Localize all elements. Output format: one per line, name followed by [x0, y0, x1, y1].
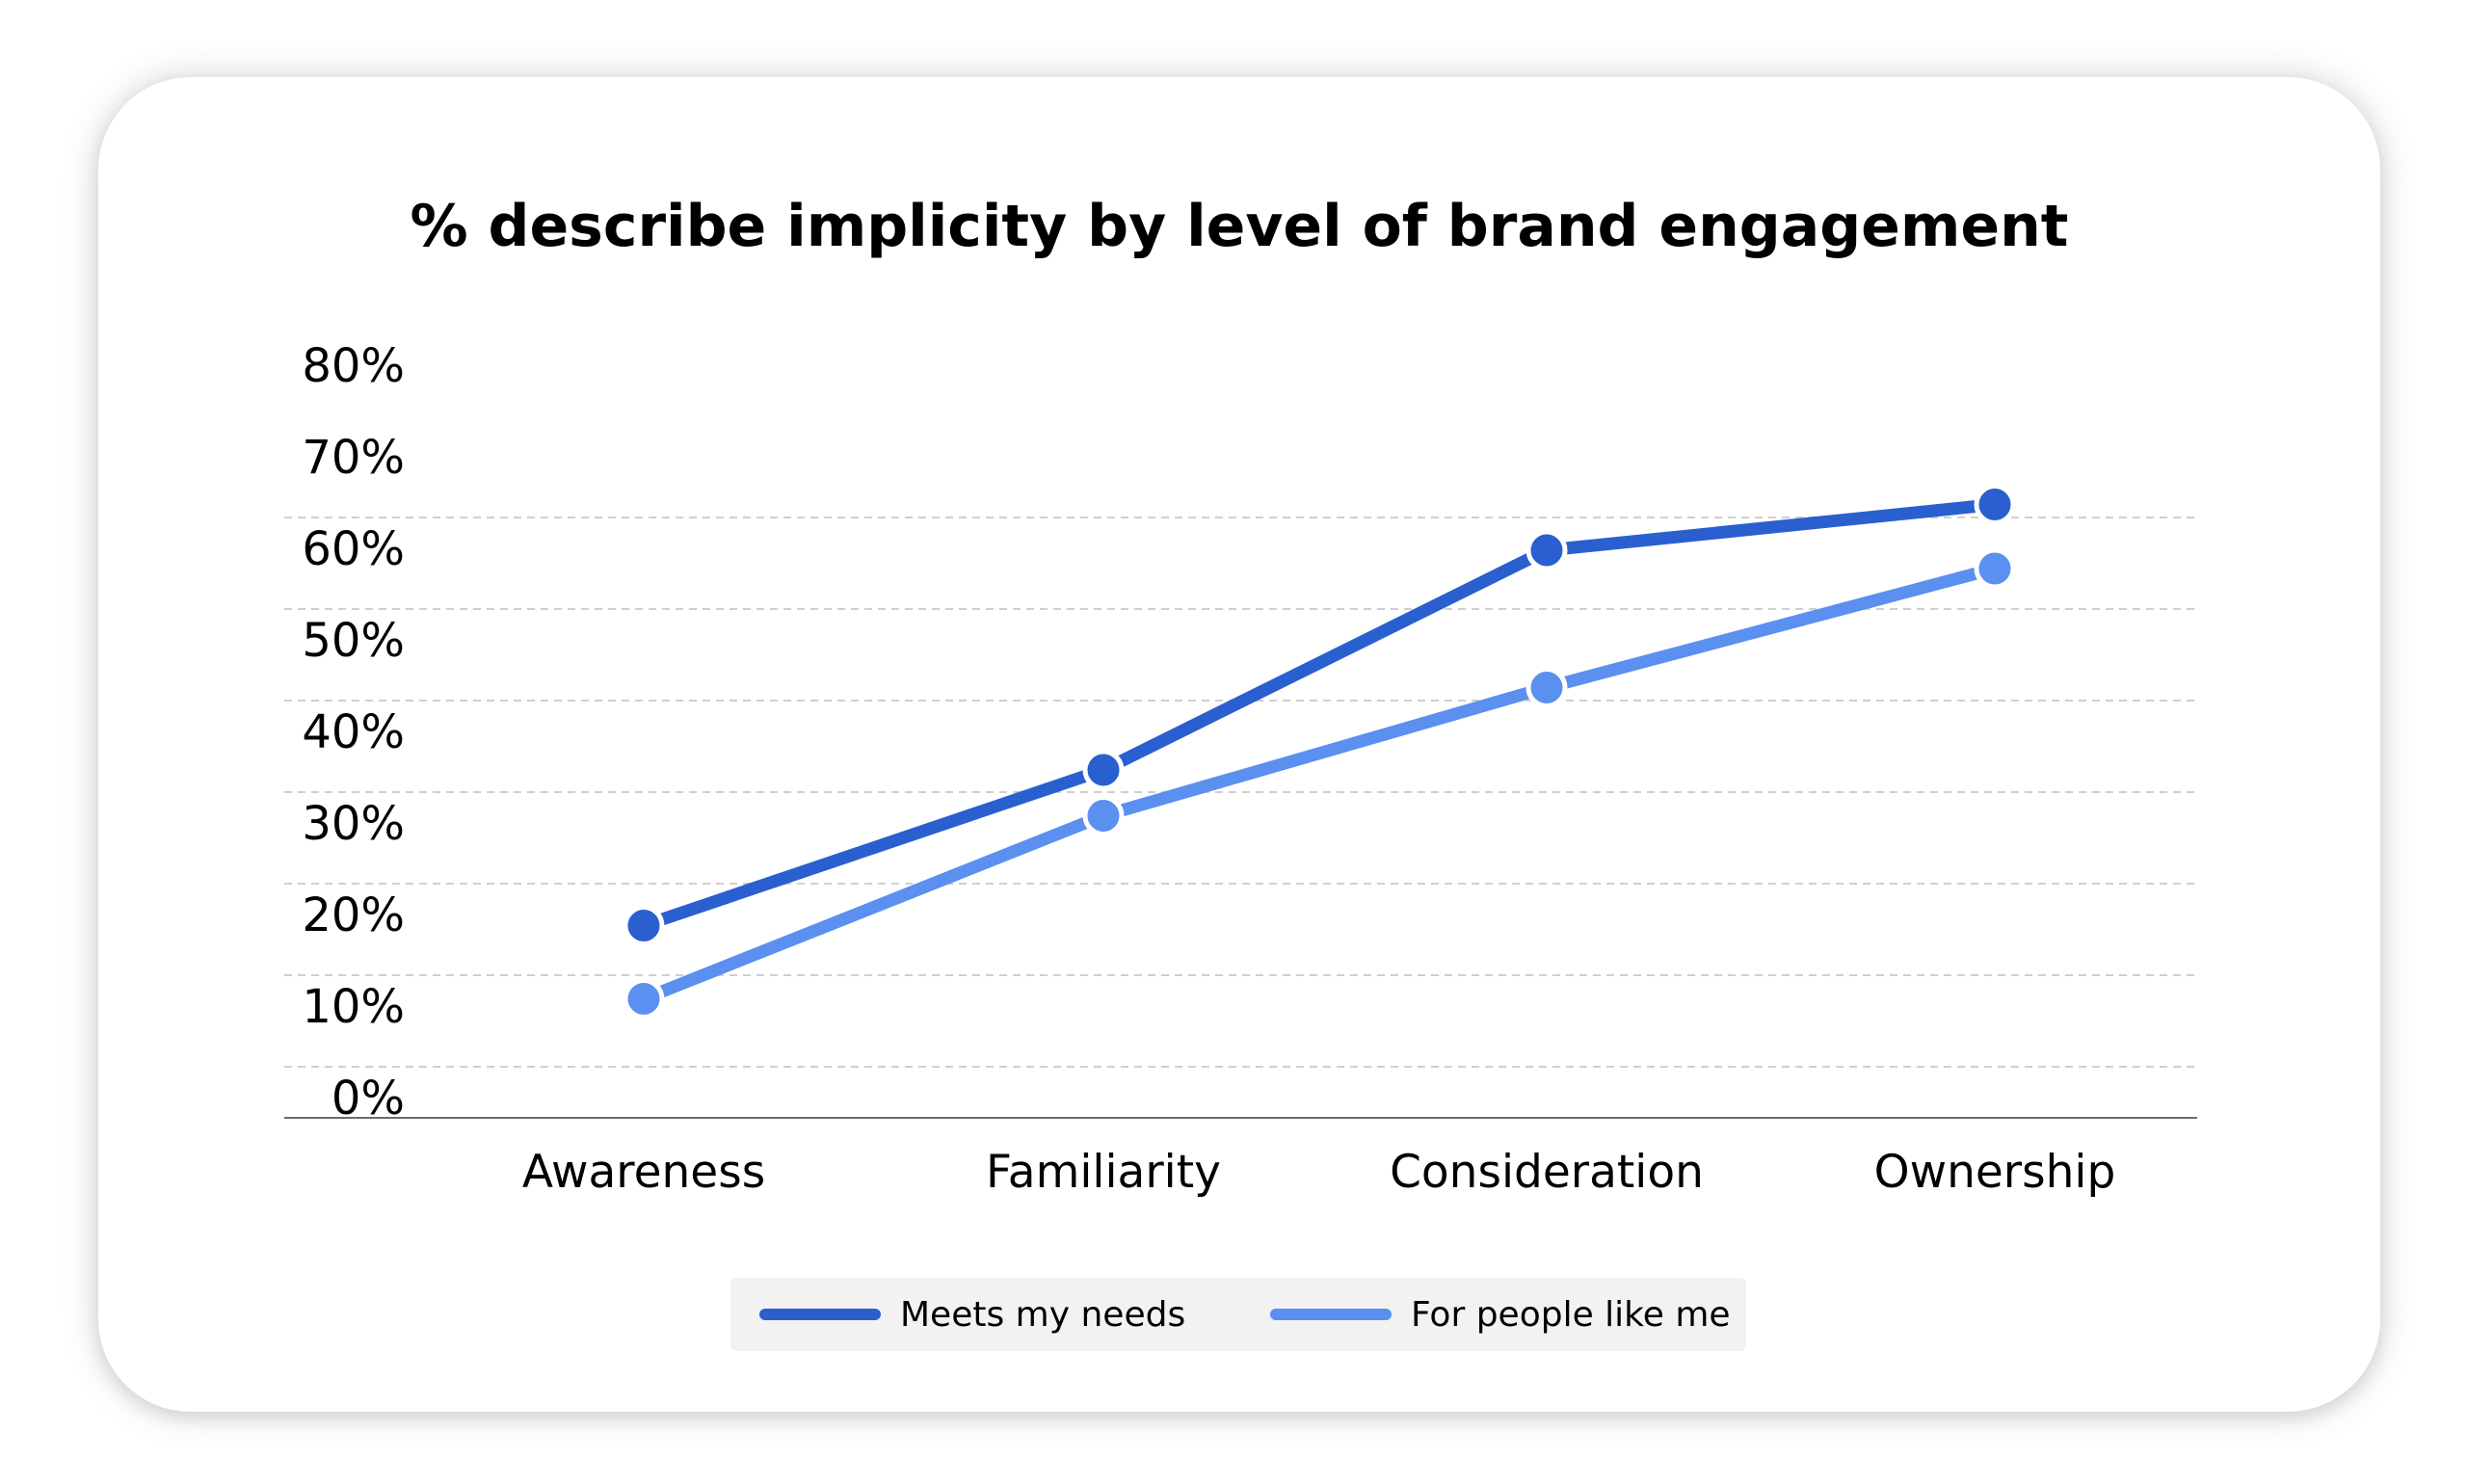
series-1-point — [1082, 749, 1125, 791]
series-2-point — [1082, 795, 1125, 836]
series-2-point — [623, 978, 665, 1020]
series-1-point — [623, 905, 665, 946]
x-category-label: Awareness — [522, 1146, 765, 1199]
series-1-point — [1974, 484, 2016, 525]
series-line-1 — [637, 498, 2002, 932]
series-2-point — [1974, 547, 2016, 590]
y-tick-label: 30% — [302, 797, 405, 851]
x-category-label: Familiarity — [986, 1146, 1221, 1199]
legend-item-series-2: For people like me — [1270, 1278, 1731, 1351]
y-tick-label: 10% — [302, 980, 405, 1034]
x-category-label: Ownership — [1874, 1146, 2116, 1199]
chart-card — [98, 77, 2380, 1412]
y-tick-label: 0% — [332, 1072, 405, 1126]
series-line-2 — [637, 562, 2002, 1005]
legend-label-series-2: For people like me — [1411, 1294, 1731, 1335]
y-tick-label: 70% — [302, 431, 405, 485]
y-tick-label: 20% — [302, 888, 405, 942]
series-1-point — [1525, 529, 1568, 571]
chart-title: % describe implicity by level of brand e… — [410, 193, 2069, 260]
legend-item-series-1: Meets my needs — [759, 1278, 1185, 1351]
legend-label-series-1: Meets my needs — [900, 1294, 1186, 1335]
chart-legend: Meets my needs For people like me — [730, 1278, 1746, 1351]
x-category-label: Consideration — [1390, 1146, 1704, 1199]
legend-swatch-series-2 — [1270, 1309, 1392, 1320]
legend-swatch-series-1 — [759, 1309, 881, 1320]
y-tick-label: 50% — [302, 614, 405, 668]
series-2-point — [1525, 667, 1568, 708]
y-tick-label: 40% — [302, 705, 405, 759]
y-tick-label: 80% — [302, 339, 405, 393]
y-tick-label: 60% — [302, 522, 405, 576]
